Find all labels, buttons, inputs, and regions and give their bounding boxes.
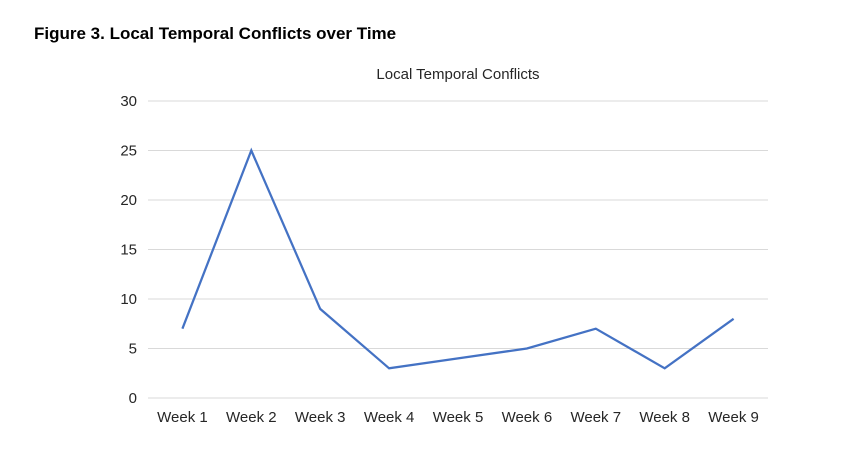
y-tick-label: 30 [120,93,137,110]
series-line [181,147,735,370]
x-tick-label: Week 1 [157,409,208,426]
chart-title: Local Temporal Conflicts [376,66,539,83]
y-axis-tick-labels: 0 5 10 15 20 25 30 [120,93,137,407]
y-tick-label: 0 [129,390,137,407]
x-tick-label: Week 6 [502,409,553,426]
x-tick-label: Week 8 [639,409,690,426]
x-axis-tick-labels: Week 1 Week 2 Week 3 Week 4 Week 5 Week 6 Week… [157,409,759,426]
figure-caption: Figure 3. Local Temporal Conflicts over … [34,24,397,43]
x-tick-label: Week 3 [295,409,346,426]
y-tick-label: 25 [120,143,137,160]
y-tick-label: 10 [120,291,137,308]
y-tick-label: 15 [120,242,137,259]
series-group [181,147,735,370]
x-tick-label: Week 9 [708,409,759,426]
x-tick-label: Week 5 [433,409,484,426]
x-tick-label: Week 7 [570,409,621,426]
y-tick-label: 20 [120,192,137,209]
y-tick-label: 5 [129,341,137,358]
x-tick-label: Week 4 [364,409,415,426]
x-tick-label: Week 2 [226,409,277,426]
gridlines [148,100,768,399]
